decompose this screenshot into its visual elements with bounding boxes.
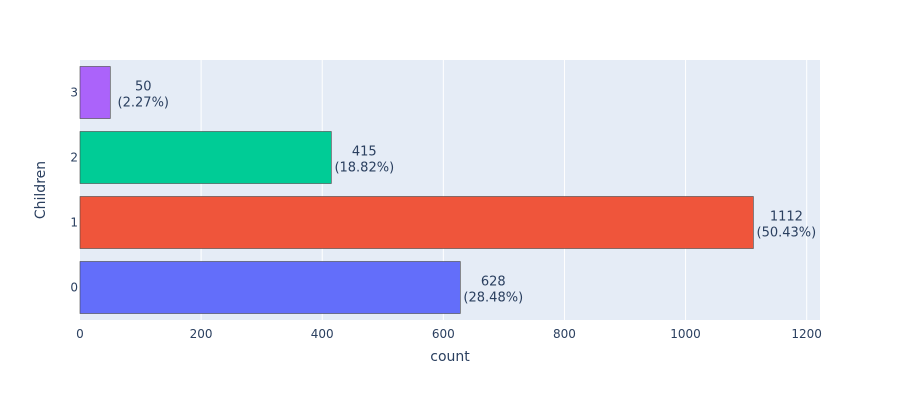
x-tick-label: 1200 [791,327,822,341]
data-label-percent: (50.43%) [757,226,817,241]
x-tick-label: 400 [311,327,334,341]
data-label-count: 628 [481,275,506,290]
data-labels: 628(28.48%) 1112(50.43%) 415(18.82%) 50(2.2… [118,80,817,306]
y-axis-ticks: 0 1 2 3 [70,86,78,295]
x-axis-ticks: 0 200 400 600 800 1000 1200 [76,327,822,341]
x-tick-label: 0 [76,327,84,341]
data-label-count: 50 [135,80,152,95]
data-label-count: 415 [352,145,377,160]
y-axis-title: Children [33,161,49,219]
x-tick-label: 1000 [670,327,701,341]
y-tick-label: 2 [70,151,78,165]
data-label-percent: (28.48%) [463,291,523,306]
data-label-percent: (18.82%) [334,161,394,176]
x-axis-title: count [430,349,470,365]
x-tick-label: 800 [553,327,576,341]
x-tick-label: 600 [432,327,455,341]
x-tick-label: 200 [190,327,213,341]
data-label-count: 1112 [770,210,803,225]
y-tick-label: 3 [70,86,78,100]
bar-0 [79,261,461,314]
bar-3 [79,66,111,119]
y-tick-label: 0 [70,281,78,295]
bar-1 [79,196,754,249]
bar-2 [79,131,332,184]
bars [79,66,754,314]
y-tick-label: 1 [70,216,78,230]
grid-lines [200,60,808,320]
data-label-percent: (2.27%) [118,96,169,111]
